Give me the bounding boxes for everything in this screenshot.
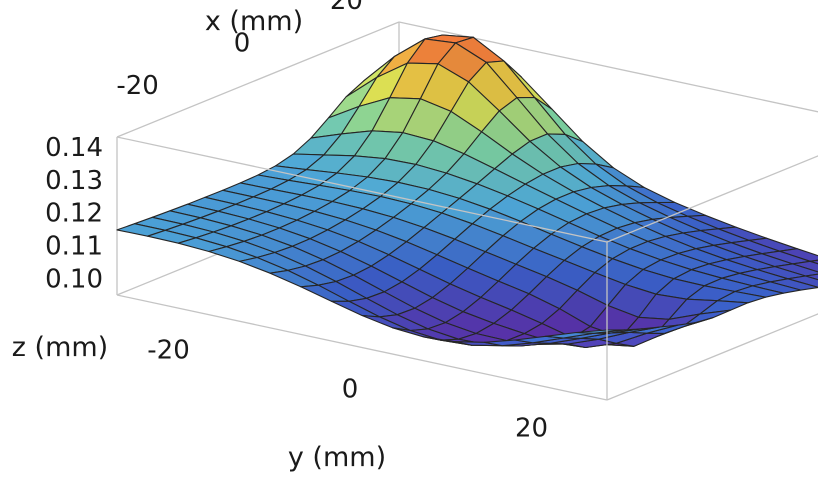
z-axis-label: z (mm): [12, 332, 108, 363]
z-tick-label: 0.11: [45, 232, 103, 262]
x-tick-label: 20: [330, 0, 363, 16]
y-tick-label: 20: [515, 413, 548, 443]
x-tick-label: -20: [116, 71, 158, 101]
z-tick-label: 0.14: [45, 133, 103, 163]
box-edge-top: [116, 136, 608, 243]
box-edge-floor: [606, 313, 818, 401]
y-axis-label: y (mm): [288, 442, 386, 473]
axis-labels: x (mm) y (mm) z (mm): [12, 6, 386, 473]
z-tick-label: 0.12: [45, 199, 103, 229]
tick-labels: 0.100.110.120.130.14 -20 0 20 -20 0 20: [45, 0, 548, 443]
surface-mesh: [116, 34, 818, 349]
box-edge-top: [116, 21, 400, 138]
x-axis-label: x (mm): [205, 6, 303, 37]
box-edge-top: [606, 155, 818, 243]
y-tick-label: -20: [147, 336, 189, 366]
box-edge-top: [398, 21, 818, 113]
z-tick-label: 0.10: [45, 265, 103, 295]
surface-patch: [575, 329, 626, 334]
bounding-box-front: [116, 136, 818, 401]
y-tick-label: 0: [342, 375, 359, 405]
box-edge-yaxis: [116, 294, 608, 401]
x-tick-label: 0: [234, 29, 251, 59]
z-tick-label: 0.13: [45, 166, 103, 196]
